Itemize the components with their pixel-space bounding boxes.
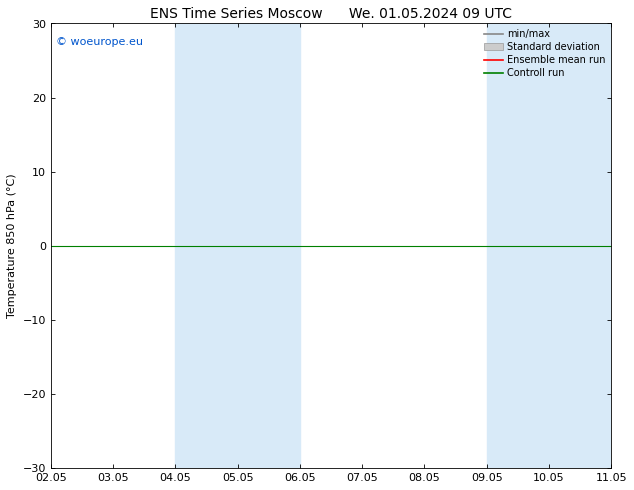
Bar bbox=[176, 24, 238, 468]
Title: ENS Time Series Moscow      We. 01.05.2024 09 UTC: ENS Time Series Moscow We. 01.05.2024 09… bbox=[150, 7, 512, 21]
Bar bbox=[549, 24, 611, 468]
Bar bbox=[238, 24, 300, 468]
Y-axis label: Temperature 850 hPa (°C): Temperature 850 hPa (°C) bbox=[7, 173, 17, 318]
Text: © woeurope.eu: © woeurope.eu bbox=[56, 37, 143, 47]
Bar bbox=[487, 24, 549, 468]
Legend: min/max, Standard deviation, Ensemble mean run, Controll run: min/max, Standard deviation, Ensemble me… bbox=[480, 25, 609, 82]
